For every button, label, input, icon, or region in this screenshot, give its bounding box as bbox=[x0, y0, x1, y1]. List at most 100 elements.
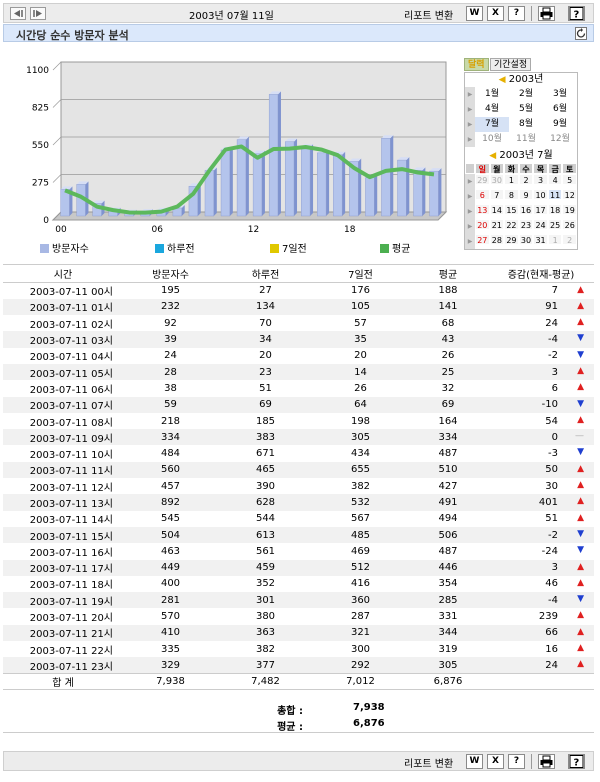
calendar-day[interactable]: 30 bbox=[489, 174, 505, 185]
cell-visitors: 39 bbox=[123, 331, 218, 348]
cell-yesterday: 671 bbox=[255, 448, 276, 460]
calendar-day[interactable]: 24 bbox=[533, 219, 548, 230]
col-header-average: 평균 bbox=[408, 264, 488, 283]
calendar-day[interactable]: 17 bbox=[533, 204, 548, 215]
month-5[interactable]: 5월 bbox=[518, 104, 533, 114]
calendar-day[interactable]: 2 bbox=[562, 234, 577, 245]
calendar-day[interactable]: 30 bbox=[518, 234, 534, 245]
calendar-day[interactable]: 29 bbox=[475, 174, 490, 185]
table-body: 2003-07-11 00시 195 27 176 188 7 ▲ 2003-07-11 01… bbox=[3, 283, 594, 691]
table-row: 2003-07-11 07시 59 69 64 69 -10 ▼ bbox=[3, 396, 594, 413]
print-button[interactable] bbox=[538, 6, 555, 21]
month-grid: ▶ 1월 2월 3월 ▶ 4월 5월 6월 ▶ 7월 8월 9월 ▶ 10월 11월 12월 bbox=[465, 87, 577, 147]
calendar-day[interactable]: 13 bbox=[475, 204, 490, 215]
month-4[interactable]: 4월 bbox=[484, 104, 499, 114]
report-date: 2003년 07월 11일 bbox=[189, 11, 274, 22]
month-12[interactable]: 12월 bbox=[550, 134, 570, 144]
bar-side bbox=[390, 135, 394, 216]
cell-visitors: 484 bbox=[160, 448, 181, 460]
month-2[interactable]: 2월 bbox=[518, 89, 533, 99]
cell-visitors: 400 bbox=[160, 578, 181, 590]
month-3[interactable]: 3월 bbox=[552, 89, 567, 99]
bar bbox=[268, 94, 279, 217]
calendar-day[interactable]: 2 bbox=[518, 174, 534, 185]
tab-period-setting[interactable]: 기간설정 bbox=[490, 58, 532, 71]
month-8[interactable]: 8월 bbox=[518, 119, 533, 129]
word-export-button[interactable]: W bbox=[466, 6, 483, 21]
table-row: 2003-07-11 01시 232 134 105 141 91 ▲ bbox=[3, 298, 594, 316]
table-row: 2003-07-11 22시 335 382 300 319 16 ▲ bbox=[3, 641, 594, 657]
word-export-button-bottom[interactable]: W bbox=[466, 754, 483, 769]
cell-average: 427 bbox=[438, 480, 458, 492]
calendar-day[interactable]: 1 bbox=[547, 234, 563, 245]
print-button-bottom[interactable] bbox=[538, 754, 555, 769]
legend-label: 평균 bbox=[392, 244, 411, 255]
calendar-day[interactable]: 6 bbox=[475, 189, 490, 200]
calendar-day[interactable]: 1 bbox=[504, 174, 519, 185]
refresh-icon[interactable] bbox=[575, 27, 587, 40]
hwp-export-button[interactable]: ? bbox=[508, 6, 525, 21]
calendar-day[interactable]: 27 bbox=[475, 234, 490, 245]
calendar-day[interactable]: 12 bbox=[562, 189, 577, 200]
prev-day-button[interactable] bbox=[10, 7, 26, 20]
arrow-up-icon: ▲ bbox=[577, 317, 584, 328]
calendar-day[interactable]: 19 bbox=[562, 204, 577, 215]
calendar-day[interactable]: 29 bbox=[504, 234, 519, 245]
month-11[interactable]: 11월 bbox=[516, 134, 536, 144]
cell-yesterday: 613 bbox=[218, 526, 313, 544]
summary-total-value: 7,938 bbox=[353, 702, 385, 713]
calendar-day[interactable]: 15 bbox=[504, 204, 519, 215]
tab-calendar[interactable]: 달력 bbox=[464, 58, 489, 71]
cell-week-ago: 35 bbox=[313, 331, 408, 348]
month-9[interactable]: 9월 bbox=[552, 119, 567, 129]
prev-month-icon[interactable]: ◀ bbox=[489, 151, 497, 161]
calendar-day[interactable]: 28 bbox=[489, 234, 505, 245]
summary-avg-value: 6,876 bbox=[353, 718, 385, 729]
hwp-icon: ? bbox=[513, 8, 520, 18]
calendar-day[interactable]: 16 bbox=[518, 204, 534, 215]
calendar-day[interactable]: 26 bbox=[562, 219, 577, 230]
calendar-day[interactable]: 21 bbox=[489, 219, 505, 230]
weekday-header: 목 bbox=[533, 163, 548, 174]
calendar-day[interactable]: 22 bbox=[504, 219, 519, 230]
next-day-button[interactable] bbox=[30, 7, 46, 20]
cell-yesterday: 352 bbox=[255, 578, 276, 590]
delta-value: 3 bbox=[551, 366, 558, 378]
y-tick-label: 550 bbox=[32, 141, 49, 151]
calendar-day[interactable]: 5 bbox=[562, 174, 577, 185]
weekday-header: 토 bbox=[562, 163, 577, 174]
calendar-day[interactable]: 10 bbox=[533, 189, 548, 200]
calendar-day[interactable]: 23 bbox=[518, 219, 534, 230]
calendar-day[interactable]: 14 bbox=[489, 204, 505, 215]
calendar-day[interactable]: 31 bbox=[533, 234, 548, 245]
week-row-marker: ▶ bbox=[465, 189, 475, 204]
month-7[interactable]: 7월 bbox=[475, 117, 509, 132]
calendar-day[interactable]: 7 bbox=[489, 189, 505, 200]
cell-average: 285 bbox=[408, 592, 488, 609]
calendar-day[interactable]: 20 bbox=[475, 219, 490, 230]
prev-year-icon[interactable]: ◀ bbox=[498, 75, 506, 85]
cell-yesterday: 561 bbox=[255, 545, 276, 557]
month-1[interactable]: 1월 bbox=[484, 89, 499, 99]
cell-delta: -4 ▼ bbox=[488, 592, 594, 609]
excel-export-button-bottom[interactable]: X bbox=[487, 754, 504, 769]
calendar-day[interactable]: 8 bbox=[504, 189, 519, 200]
help-button[interactable]: ? bbox=[568, 6, 585, 21]
calendar-day[interactable]: 3 bbox=[533, 174, 548, 185]
month-6[interactable]: 6월 bbox=[552, 104, 567, 114]
arrow-up-icon: ▲ bbox=[577, 626, 584, 637]
help-button-bottom[interactable]: ? bbox=[568, 754, 585, 769]
excel-export-button[interactable]: X bbox=[487, 6, 504, 21]
calendar-day[interactable]: 4 bbox=[547, 174, 563, 185]
table-row: 2003-07-11 00시 195 27 176 188 7 ▲ bbox=[3, 283, 594, 299]
bar bbox=[284, 141, 295, 217]
calendar-day[interactable]: 9 bbox=[518, 189, 534, 200]
cell-delta: 66 ▲ bbox=[488, 624, 594, 642]
cell-delta: 239 ▲ bbox=[488, 608, 594, 624]
month-10[interactable]: 10월 bbox=[482, 134, 502, 144]
x-tick-label: 12 bbox=[248, 225, 259, 235]
calendar-day[interactable]: 11 bbox=[547, 189, 563, 200]
calendar-day[interactable]: 18 bbox=[547, 204, 563, 215]
hwp-export-button-bottom[interactable]: ? bbox=[508, 754, 525, 769]
calendar-day[interactable]: 25 bbox=[547, 219, 563, 230]
